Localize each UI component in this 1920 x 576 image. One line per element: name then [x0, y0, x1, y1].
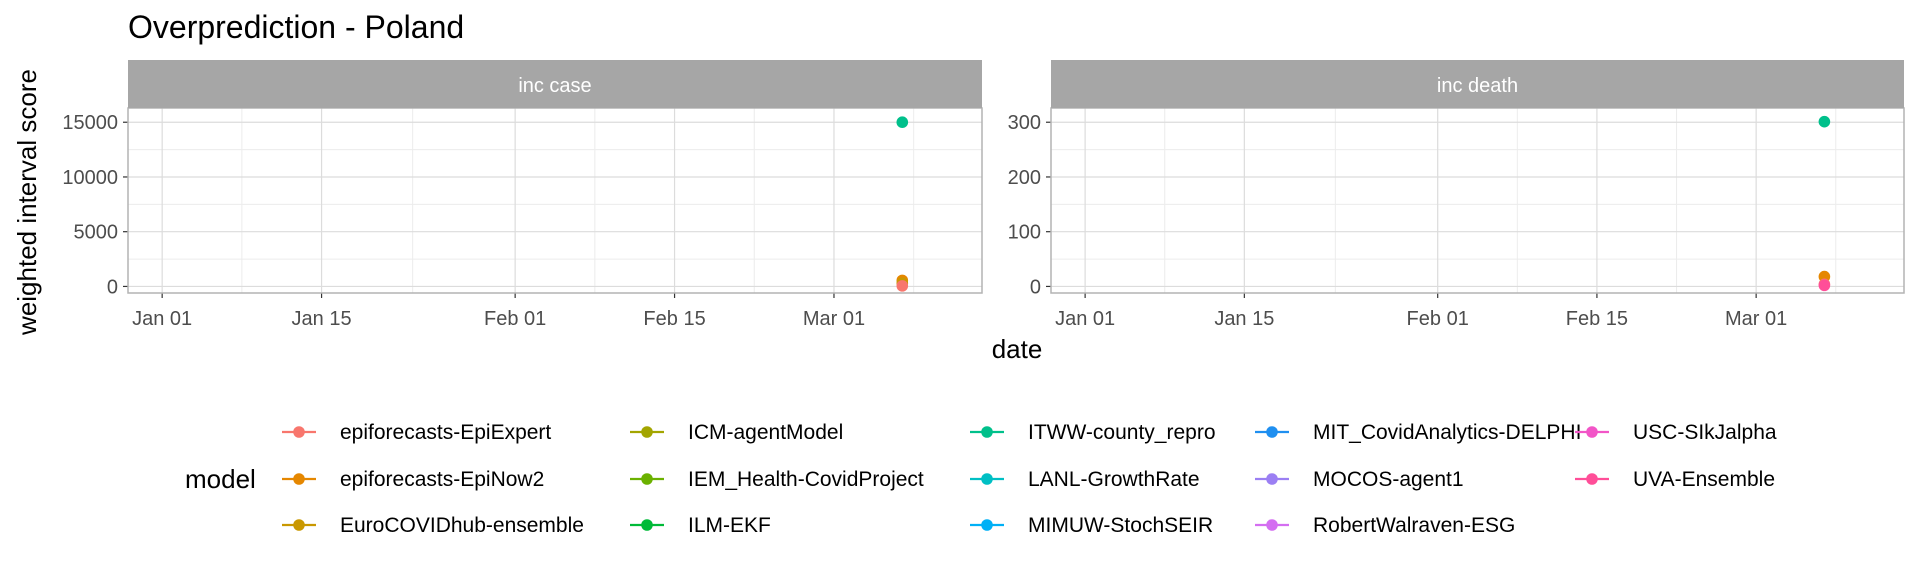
legend-item: EuroCOVIDhub-ensemble [282, 514, 584, 537]
legend-label: MIT_CovidAnalytics-DELPHI [1313, 421, 1581, 444]
x-tick-label: Jan 15 [1214, 308, 1274, 330]
legend-label: ITWW-county_repro [1028, 421, 1216, 444]
legend-label: USC-SIkJalpha [1633, 421, 1777, 444]
facet-panel: Jan 01 Jan 15 Feb 01 Feb 15 Mar 01 0 5000 10000… [62, 60, 983, 330]
legend-item: ITWW-county_repro [970, 421, 1216, 444]
legend-item: MIMUW-StochSEIR [970, 514, 1213, 537]
legend-label: MIMUW-StochSEIR [1028, 514, 1213, 537]
x-axis-title: date [992, 334, 1043, 364]
legend-label: epiforecasts-EpiExpert [340, 421, 551, 444]
legend-item: LANL-GrowthRate [970, 468, 1200, 491]
facet-strip [128, 60, 982, 108]
legend-label: UVA-Ensemble [1633, 468, 1775, 491]
x-tick-label: Mar 01 [803, 308, 865, 330]
legend-item: epiforecasts-EpiNow2 [282, 468, 544, 491]
legend-key-point [1586, 473, 1598, 485]
facet-strip [1051, 60, 1904, 108]
legend-key-point [1266, 426, 1278, 438]
y-tick-label: 15000 [62, 112, 118, 134]
x-tick-label: Feb 01 [484, 308, 546, 330]
plot-background [1051, 108, 1904, 293]
legend-item: MIT_CovidAnalytics-DELPHI [1255, 421, 1581, 444]
legend-item: UVA-Ensemble [1575, 468, 1775, 491]
legend-key-point [1586, 426, 1598, 438]
legend-item: ILM-EKF [630, 514, 771, 537]
legend-key-point [981, 426, 993, 438]
x-tick-label: Feb 15 [643, 308, 705, 330]
data-point [1818, 279, 1831, 292]
legend-label: epiforecasts-EpiNow2 [340, 468, 544, 491]
legend-label: ILM-EKF [688, 514, 771, 537]
legend-label: MOCOS-agent1 [1313, 468, 1464, 491]
legend-key-point [981, 519, 993, 531]
y-axis-title: weighted interval score [12, 69, 42, 336]
y-tick-label: 100 [1008, 222, 1041, 244]
legend-item: ICM-agentModel [630, 421, 843, 444]
legend-key-point [1266, 473, 1278, 485]
x-tick-label: Feb 15 [1566, 308, 1628, 330]
legend-key-point [293, 473, 305, 485]
facet-strip-label: inc case [518, 75, 591, 97]
data-point [896, 116, 909, 129]
legend-key-point [641, 473, 653, 485]
y-tick-label: 200 [1008, 167, 1041, 189]
legend-key-point [1266, 519, 1278, 531]
legend-item: RobertWalraven-ESG [1255, 514, 1515, 537]
plot-background [128, 108, 982, 293]
y-tick-label: 0 [107, 276, 118, 298]
y-tick-label: 5000 [74, 222, 119, 244]
legend-label: IEM_Health-CovidProject [688, 468, 924, 491]
x-tick-label: Jan 15 [292, 308, 352, 330]
y-tick-label: 10000 [62, 167, 118, 189]
facet-panel: Jan 01 Jan 15 Feb 01 Feb 15 Mar 01 0 100 200 300… [1008, 60, 1905, 330]
legend-label: LANL-GrowthRate [1028, 468, 1200, 491]
legend-label: EuroCOVIDhub-ensemble [340, 514, 584, 537]
facet-strip-label: inc death [1437, 75, 1518, 97]
legend-key-point [293, 519, 305, 531]
legend-key-point [293, 426, 305, 438]
legend-key-point [981, 473, 993, 485]
y-tick-label: 300 [1008, 112, 1041, 134]
data-point [896, 280, 909, 292]
legend-key-point [641, 426, 653, 438]
legend-key-point [641, 519, 653, 531]
data-point [1818, 115, 1831, 128]
legend-label: ICM-agentModel [688, 421, 843, 444]
x-tick-label: Jan 01 [1055, 308, 1115, 330]
chart-title: Overprediction - Poland [128, 9, 464, 45]
x-tick-label: Feb 01 [1407, 308, 1469, 330]
y-tick-label: 0 [1030, 276, 1041, 298]
x-tick-label: Mar 01 [1725, 308, 1787, 330]
x-tick-label: Jan 01 [132, 308, 192, 330]
legend-title: model [185, 464, 256, 494]
legend: model epiforecasts-EpiExpert epiforecasts… [185, 421, 1777, 537]
legend-label: RobertWalraven-ESG [1313, 514, 1515, 537]
legend-item: IEM_Health-CovidProject [630, 468, 924, 491]
legend-item: epiforecasts-EpiExpert [282, 421, 551, 444]
legend-item: MOCOS-agent1 [1255, 468, 1464, 491]
legend-item: USC-SIkJalpha [1575, 421, 1777, 444]
facet-panels: Jan 01 Jan 15 Feb 01 Feb 15 Mar 01 0 5000 10000… [62, 60, 1905, 330]
